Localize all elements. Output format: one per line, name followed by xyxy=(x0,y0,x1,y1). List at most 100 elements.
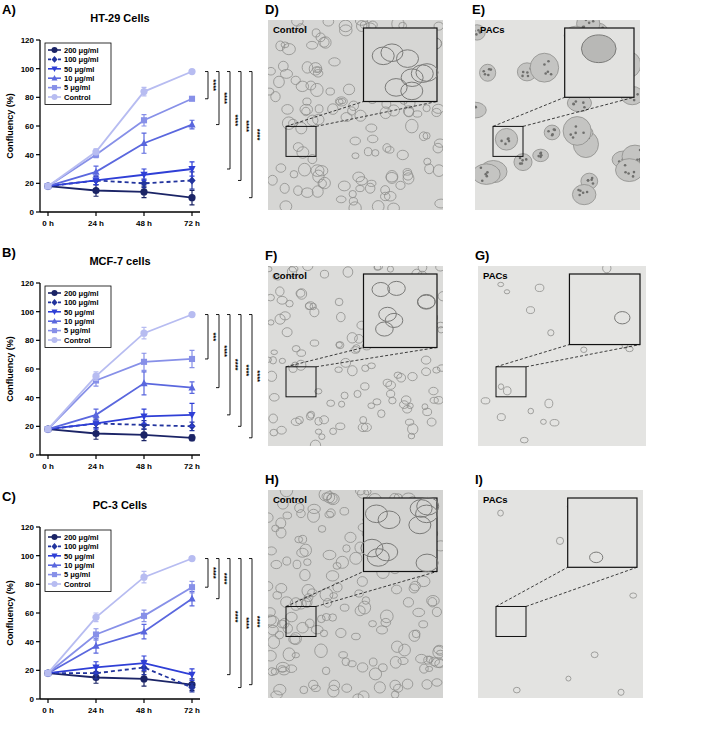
marker xyxy=(44,670,51,677)
y-tick-label: 120 xyxy=(21,279,35,288)
chart-title: HT-29 Cells xyxy=(90,12,149,24)
image-label: PACs xyxy=(483,270,508,281)
cell-texture xyxy=(310,303,316,309)
cell-texture xyxy=(347,333,357,343)
cell-texture xyxy=(432,607,441,616)
marker xyxy=(140,628,147,635)
x-axis xyxy=(40,454,200,455)
cell-texture xyxy=(402,679,412,689)
image-label: PACs xyxy=(480,24,505,35)
cell-texture xyxy=(279,667,290,675)
cell-texture xyxy=(283,512,291,519)
cell-texture xyxy=(338,181,350,191)
cell-texture xyxy=(365,183,375,193)
y-tick-label: 80 xyxy=(25,336,34,345)
series-line xyxy=(48,315,192,430)
marker xyxy=(93,631,99,637)
cell-texture xyxy=(391,691,398,698)
cell-texture xyxy=(394,372,402,378)
significance-bracket xyxy=(249,72,252,198)
cell-texture xyxy=(433,165,443,177)
cell-texture xyxy=(639,158,640,161)
cell-texture xyxy=(396,181,405,189)
y-tick xyxy=(36,397,40,398)
micrograph-panel: H)Control xyxy=(263,472,447,702)
cell-texture xyxy=(481,179,484,182)
cell-texture xyxy=(276,584,287,593)
cell-texture xyxy=(500,140,503,143)
image-background xyxy=(478,490,643,698)
error-bar xyxy=(142,610,147,621)
micrograph-panel: D)Control xyxy=(264,2,447,215)
marker xyxy=(140,660,147,667)
legend: 200 μg/ml100 μg/ml50 μg/ml10 μg/ml5 μg/m… xyxy=(45,530,111,591)
y-tick xyxy=(36,526,40,527)
y-tick-label: 120 xyxy=(21,36,35,45)
legend-label: Control xyxy=(64,336,91,345)
cell-texture xyxy=(292,653,299,658)
cell-texture xyxy=(475,33,478,36)
y-tick xyxy=(36,125,40,126)
cell-texture xyxy=(355,110,366,121)
zoom-connector xyxy=(316,102,437,127)
cell-texture xyxy=(522,71,525,74)
significance-bracket xyxy=(238,72,241,181)
micrograph-image xyxy=(478,266,646,446)
cell-texture xyxy=(380,610,393,623)
cell-texture xyxy=(540,154,543,157)
cell-texture xyxy=(339,652,348,658)
legend-label: 50 μg/ml xyxy=(64,552,94,561)
zoom-source xyxy=(493,126,523,156)
marker xyxy=(141,613,147,619)
x-tick-label: 72 h xyxy=(184,219,200,228)
y-tick xyxy=(36,154,40,155)
y-tick xyxy=(36,698,40,699)
cell-texture xyxy=(418,266,427,272)
cell-texture xyxy=(309,63,322,75)
cell-texture xyxy=(572,136,575,139)
marker xyxy=(189,584,195,590)
cell-texture xyxy=(353,694,363,698)
cell-texture xyxy=(336,556,348,568)
legend-label: 5 μg/ml xyxy=(64,570,90,579)
panel-letter: C) xyxy=(2,489,16,504)
marker xyxy=(140,139,147,146)
series-line xyxy=(48,99,192,186)
y-tick-label: 100 xyxy=(21,552,35,561)
cell-texture xyxy=(362,365,369,372)
cell-texture xyxy=(300,544,312,556)
cell-texture xyxy=(268,668,276,676)
cell-texture xyxy=(374,266,382,270)
zoom-connector xyxy=(496,567,568,606)
micrograph-image xyxy=(268,266,443,446)
cell-texture xyxy=(350,552,362,564)
cell-texture xyxy=(315,105,323,113)
cell-texture xyxy=(277,426,286,434)
legend-label: 5 μg/ml xyxy=(64,83,90,92)
panel-letter: F) xyxy=(265,248,277,263)
legend-label: 100 μg/ml xyxy=(64,542,99,551)
y-tick-label: 20 xyxy=(25,179,34,188)
significance-label: **** xyxy=(220,573,229,585)
cell-texture xyxy=(335,367,342,373)
significance-label: **** xyxy=(220,92,229,104)
micrograph-panel: E)PACs xyxy=(464,2,648,210)
y-tick xyxy=(36,426,40,427)
cell-texture xyxy=(578,194,581,197)
cell-texture xyxy=(323,550,336,559)
cell-texture xyxy=(527,75,530,78)
cell-texture xyxy=(271,92,280,102)
cell-texture xyxy=(385,79,407,97)
marker xyxy=(140,330,147,337)
cell-texture xyxy=(616,159,640,182)
cell-texture xyxy=(422,404,428,410)
cell-texture xyxy=(417,295,435,309)
cell-texture xyxy=(432,679,442,686)
zoom-connector xyxy=(316,348,437,367)
y-tick-label: 80 xyxy=(25,93,34,102)
cell-texture xyxy=(526,307,534,314)
marker xyxy=(52,290,58,296)
micrograph-image xyxy=(478,490,643,698)
cell-texture xyxy=(603,266,611,273)
cell-texture xyxy=(361,383,369,390)
